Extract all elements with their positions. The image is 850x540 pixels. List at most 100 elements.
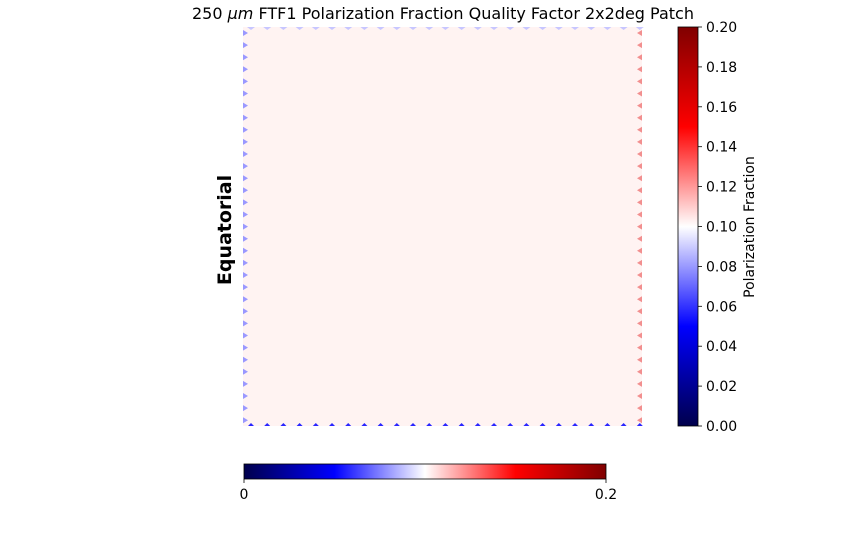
edge-mark-left	[243, 126, 248, 133]
edge-mark-top	[279, 27, 288, 30]
edge-mark-right	[637, 199, 642, 206]
edge-mark-bottom	[604, 423, 611, 426]
edge-mark-left	[243, 417, 248, 424]
colorbar-tick-label: 0.12	[706, 180, 737, 196]
edge-mark-top	[392, 27, 401, 30]
edge-mark-top	[522, 27, 531, 30]
edge-mark-bottom	[636, 423, 643, 426]
edge-mark-bottom	[539, 423, 546, 426]
colorbar-tick-label: 0.18	[706, 60, 737, 76]
edge-mark-right	[637, 42, 642, 49]
edge-mark-right	[637, 368, 642, 375]
title-unit: μm	[227, 4, 254, 23]
edge-mark-left	[243, 223, 248, 230]
edge-mark-right	[637, 296, 642, 303]
edge-mark-left	[243, 151, 248, 157]
edge-mark-left	[243, 187, 248, 194]
edge-mark-right	[637, 417, 642, 424]
edge-mark-top	[409, 27, 417, 30]
edge-mark-top	[263, 27, 272, 30]
edge-mark-left	[243, 272, 248, 278]
edge-mark-left	[243, 30, 248, 36]
edge-mark-right	[637, 308, 642, 315]
edge-mark-bottom	[523, 423, 530, 426]
edge-mark-top	[360, 27, 369, 30]
edge-mark-right	[637, 151, 642, 157]
edge-mark-left	[243, 235, 248, 242]
edge-mark-right	[637, 259, 642, 266]
edge-mark-left	[243, 344, 248, 351]
edge-mark-top	[538, 27, 547, 30]
edge-mark-right	[637, 102, 642, 109]
edge-mark-right	[637, 78, 642, 85]
edge-mark-left	[243, 175, 248, 182]
edge-mark-bottom	[442, 423, 449, 426]
edge-mark-left	[243, 211, 248, 218]
edge-mark-top	[295, 27, 304, 30]
colorbar-tick-label: 0.04	[706, 339, 737, 355]
title-suffix: FTF1 Polarization Fraction Quality Facto…	[253, 4, 694, 23]
edge-mark-right	[637, 114, 642, 121]
colorbar-tick-label: 0.06	[706, 299, 737, 315]
edge-mark-top	[441, 27, 450, 30]
colorbar-horizontal	[243, 463, 607, 480]
edge-mark-left	[243, 163, 248, 170]
edge-mark-top	[311, 27, 320, 30]
edge-mark-left	[243, 284, 248, 291]
edge-mark-right	[637, 344, 642, 351]
colorbar-vertical	[677, 26, 699, 427]
edge-mark-bottom	[329, 423, 335, 426]
edge-mark-right	[637, 163, 642, 170]
edge-mark-left	[243, 66, 248, 73]
edge-mark-right	[637, 332, 642, 339]
edge-mark-top	[506, 27, 515, 30]
colorbar-tick-label: 0.00	[706, 419, 737, 435]
edge-mark-right	[637, 211, 642, 218]
edge-mark-bottom	[248, 423, 254, 426]
edge-mark-right	[637, 30, 642, 36]
colorbar-tick-label: 0.20	[706, 20, 737, 36]
chart-title: 250 μm FTF1 Polarization Fraction Qualit…	[0, 4, 850, 23]
edge-mark-bottom	[264, 423, 271, 426]
colorbar-tick-label: 0.02	[706, 379, 737, 395]
edge-mark-left	[243, 247, 248, 254]
hcolorbar-tick-label: 0	[240, 487, 249, 503]
edge-mark-top	[603, 27, 612, 30]
edge-mark-left	[243, 199, 248, 206]
edge-mark-left	[243, 380, 248, 387]
edge-mark-top	[490, 27, 498, 30]
edge-mark-bottom	[588, 423, 595, 426]
edge-mark-bottom	[474, 423, 481, 426]
edge-mark-top	[619, 27, 628, 30]
edge-mark-right	[637, 284, 642, 291]
edge-mark-top	[635, 27, 644, 30]
edge-mark-bottom	[491, 423, 497, 426]
polarization-map	[243, 27, 642, 426]
colorbar-tick-label: 0.16	[706, 100, 737, 116]
edge-mark-top	[571, 27, 579, 30]
edge-mark-right	[637, 138, 642, 145]
colorbar-tick-label: 0.14	[706, 140, 737, 156]
edge-mark-right	[637, 272, 642, 278]
edge-mark-left	[243, 138, 248, 145]
edge-mark-top	[473, 27, 482, 30]
edge-mark-bottom	[572, 423, 578, 426]
edge-mark-right	[637, 187, 642, 194]
edge-mark-bottom	[312, 423, 319, 426]
edge-mark-left	[243, 296, 248, 303]
edge-mark-left	[243, 78, 248, 85]
edge-mark-right	[637, 54, 642, 61]
edge-mark-right	[637, 247, 642, 254]
edge-mark-right	[637, 356, 642, 363]
edge-mark-bottom	[426, 423, 433, 426]
edge-mark-right	[637, 380, 642, 387]
edge-mark-bottom	[410, 423, 416, 426]
colorbar-tick-label: 0.10	[706, 220, 737, 236]
edge-mark-top	[425, 27, 434, 30]
edge-mark-bottom	[345, 423, 352, 426]
edge-mark-right	[637, 90, 642, 97]
hcolorbar-tick-label: 0.2	[595, 487, 617, 503]
edge-mark-top	[554, 27, 563, 30]
edge-mark-left	[243, 42, 248, 49]
